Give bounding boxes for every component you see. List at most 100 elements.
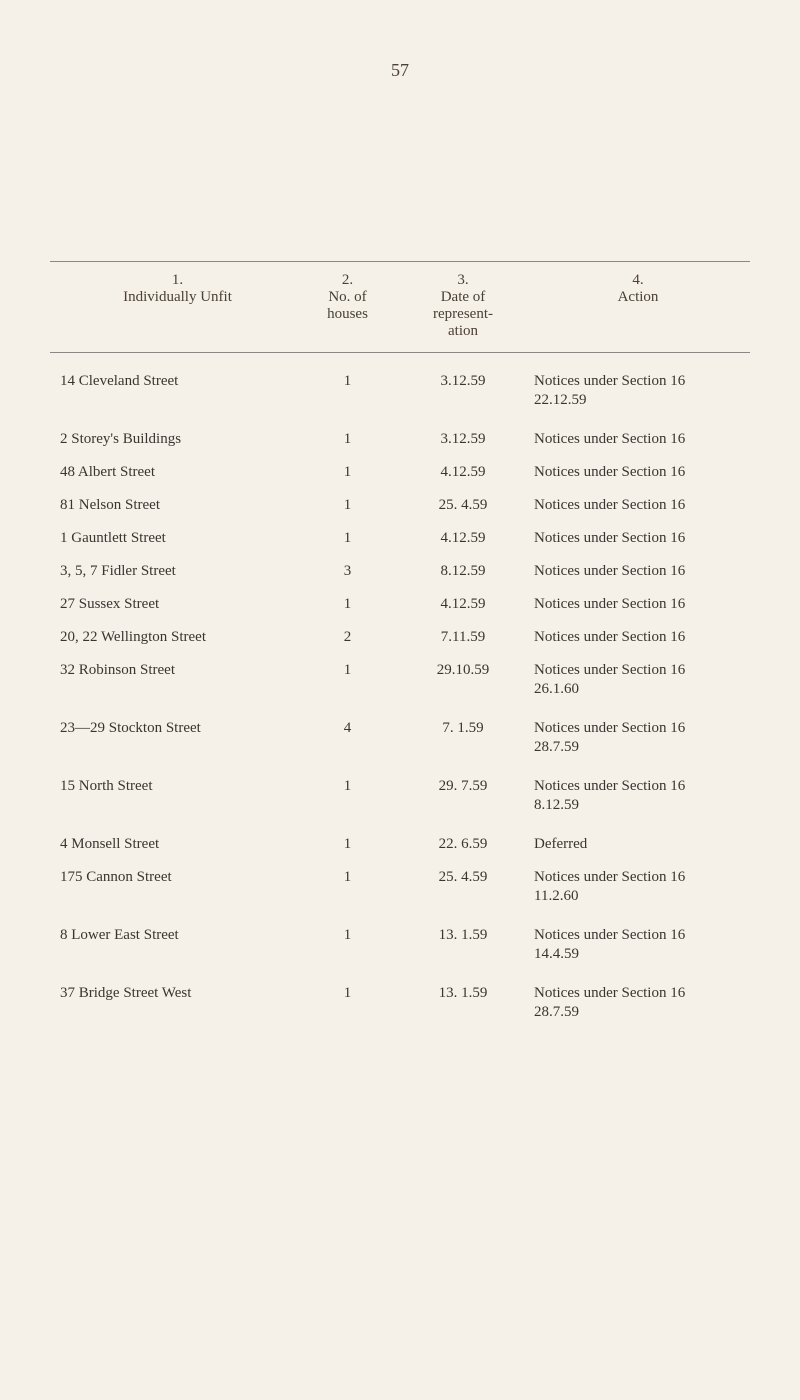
table-row: 32 Robinson Street129.10.59Notices under… bbox=[50, 662, 750, 698]
table-row: 81 Nelson Street125. 4.59Notices under S… bbox=[50, 497, 750, 514]
street-cell: 3, 5, 7 Fidler Street bbox=[50, 563, 295, 580]
page-number: 57 bbox=[50, 60, 750, 81]
street-cell: 37 Bridge Street West bbox=[50, 985, 295, 1021]
action-sub-date: 28.7.59 bbox=[526, 1004, 750, 1021]
date-cell: 13. 1.59 bbox=[400, 927, 526, 963]
houses-cell: 1 bbox=[295, 596, 400, 613]
action-text: Deferred bbox=[526, 836, 750, 853]
header-col-2-label-1: No. of bbox=[295, 289, 400, 306]
table-row: 175 Cannon Street125. 4.59Notices under … bbox=[50, 869, 750, 905]
header-col-4-num: 4. bbox=[526, 272, 750, 289]
street-cell: 8 Lower East Street bbox=[50, 927, 295, 963]
action-text: Notices under Section 16 bbox=[526, 373, 750, 390]
header-col-3: 3. Date of represent- ation bbox=[400, 272, 526, 340]
street-cell: 81 Nelson Street bbox=[50, 497, 295, 514]
street-cell: 23—29 Stockton Street bbox=[50, 720, 295, 756]
action-text: Notices under Section 16 bbox=[526, 927, 750, 944]
action-text: Notices under Section 16 bbox=[526, 596, 750, 613]
date-cell: 3.12.59 bbox=[400, 431, 526, 448]
action-sub-date: 11.2.60 bbox=[526, 888, 750, 905]
action-cell: Notices under Section 16 bbox=[526, 530, 750, 547]
date-cell: 29. 7.59 bbox=[400, 778, 526, 814]
street-cell: 48 Albert Street bbox=[50, 464, 295, 481]
houses-cell: 1 bbox=[295, 431, 400, 448]
houses-cell: 1 bbox=[295, 836, 400, 853]
header-col-1-num: 1. bbox=[60, 272, 295, 289]
table-row: 20, 22 Wellington Street27.11.59Notices … bbox=[50, 629, 750, 646]
date-cell: 4.12.59 bbox=[400, 596, 526, 613]
action-text: Notices under Section 16 bbox=[526, 563, 750, 580]
houses-cell: 1 bbox=[295, 985, 400, 1021]
table-body: 14 Cleveland Street13.12.59Notices under… bbox=[50, 373, 750, 1021]
date-cell: 8.12.59 bbox=[400, 563, 526, 580]
data-table: 1. Individually Unfit 2. No. of houses 3… bbox=[50, 261, 750, 1021]
houses-cell: 1 bbox=[295, 927, 400, 963]
action-text: Notices under Section 16 bbox=[526, 778, 750, 795]
houses-cell: 1 bbox=[295, 497, 400, 514]
table-row: 23—29 Stockton Street47. 1.59Notices und… bbox=[50, 720, 750, 756]
action-cell: Notices under Section 16 bbox=[526, 596, 750, 613]
street-cell: 14 Cleveland Street bbox=[50, 373, 295, 409]
action-cell: Notices under Section 16 14.4.59 bbox=[526, 927, 750, 963]
houses-cell: 1 bbox=[295, 373, 400, 409]
street-cell: 32 Robinson Street bbox=[50, 662, 295, 698]
action-cell: Notices under Section 1611.2.60 bbox=[526, 869, 750, 905]
action-cell: Notices under Section 1626.1.60 bbox=[526, 662, 750, 698]
date-cell: 25. 4.59 bbox=[400, 497, 526, 514]
table-row: 3, 5, 7 Fidler Street38.12.59Notices und… bbox=[50, 563, 750, 580]
table-header-row: 1. Individually Unfit 2. No. of houses 3… bbox=[50, 272, 750, 353]
table-row: 2 Storey's Buildings13.12.59Notices unde… bbox=[50, 431, 750, 448]
header-col-1-label: Individually Unfit bbox=[60, 289, 295, 306]
date-cell: 7.11.59 bbox=[400, 629, 526, 646]
date-cell: 13. 1.59 bbox=[400, 985, 526, 1021]
action-text: Notices under Section 16 bbox=[526, 720, 750, 737]
action-text: Notices under Section 16 bbox=[526, 662, 750, 679]
street-cell: 15 North Street bbox=[50, 778, 295, 814]
action-cell: Notices under Section 16 8.12.59 bbox=[526, 778, 750, 814]
action-cell: Notices under Section 16 bbox=[526, 431, 750, 448]
date-cell: 29.10.59 bbox=[400, 662, 526, 698]
action-text: Notices under Section 16 bbox=[526, 629, 750, 646]
action-sub-date: 22.12.59 bbox=[526, 392, 750, 409]
action-text: Notices under Section 16 bbox=[526, 985, 750, 1002]
table-top-rule bbox=[50, 261, 750, 262]
street-cell: 175 Cannon Street bbox=[50, 869, 295, 905]
action-cell: Notices under Section 16 bbox=[526, 464, 750, 481]
action-text: Notices under Section 16 bbox=[526, 431, 750, 448]
date-cell: 3.12.59 bbox=[400, 373, 526, 409]
houses-cell: 1 bbox=[295, 530, 400, 547]
date-cell: 7. 1.59 bbox=[400, 720, 526, 756]
table-row: 1 Gauntlett Street14.12.59Notices under … bbox=[50, 530, 750, 547]
date-cell: 4.12.59 bbox=[400, 530, 526, 547]
action-text: Notices under Section 16 bbox=[526, 530, 750, 547]
houses-cell: 1 bbox=[295, 869, 400, 905]
street-cell: 2 Storey's Buildings bbox=[50, 431, 295, 448]
action-text: Notices under Section 16 bbox=[526, 464, 750, 481]
table-row: 14 Cleveland Street13.12.59Notices under… bbox=[50, 373, 750, 409]
houses-cell: 1 bbox=[295, 778, 400, 814]
table-row: 27 Sussex Street14.12.59Notices under Se… bbox=[50, 596, 750, 613]
action-cell: Notices under Section 16 bbox=[526, 563, 750, 580]
date-cell: 22. 6.59 bbox=[400, 836, 526, 853]
header-col-3-num: 3. bbox=[400, 272, 526, 289]
street-cell: 1 Gauntlett Street bbox=[50, 530, 295, 547]
street-cell: 4 Monsell Street bbox=[50, 836, 295, 853]
action-cell: Notices under Section 16 28.7.59 bbox=[526, 985, 750, 1021]
houses-cell: 1 bbox=[295, 662, 400, 698]
action-sub-date: 8.12.59 bbox=[526, 797, 750, 814]
table-row: 48 Albert Street14.12.59Notices under Se… bbox=[50, 464, 750, 481]
table-row: 15 North Street129. 7.59Notices under Se… bbox=[50, 778, 750, 814]
action-sub-date: 28.7.59 bbox=[526, 739, 750, 756]
houses-cell: 3 bbox=[295, 563, 400, 580]
houses-cell: 4 bbox=[295, 720, 400, 756]
date-cell: 4.12.59 bbox=[400, 464, 526, 481]
action-sub-date: 14.4.59 bbox=[526, 946, 750, 963]
date-cell: 25. 4.59 bbox=[400, 869, 526, 905]
header-col-4: 4. Action bbox=[526, 272, 750, 340]
action-cell: Notices under Section 16 22.12.59 bbox=[526, 373, 750, 409]
action-cell: Notices under Section 16 bbox=[526, 497, 750, 514]
action-text: Notices under Section 16 bbox=[526, 497, 750, 514]
header-col-3-label-3: ation bbox=[400, 323, 526, 340]
header-col-3-label-2: represent- bbox=[400, 306, 526, 323]
table-row: 8 Lower East Street113. 1.59Notices unde… bbox=[50, 927, 750, 963]
